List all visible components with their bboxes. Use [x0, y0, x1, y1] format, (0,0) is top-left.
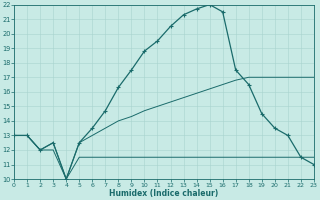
X-axis label: Humidex (Indice chaleur): Humidex (Indice chaleur) [109, 189, 219, 198]
